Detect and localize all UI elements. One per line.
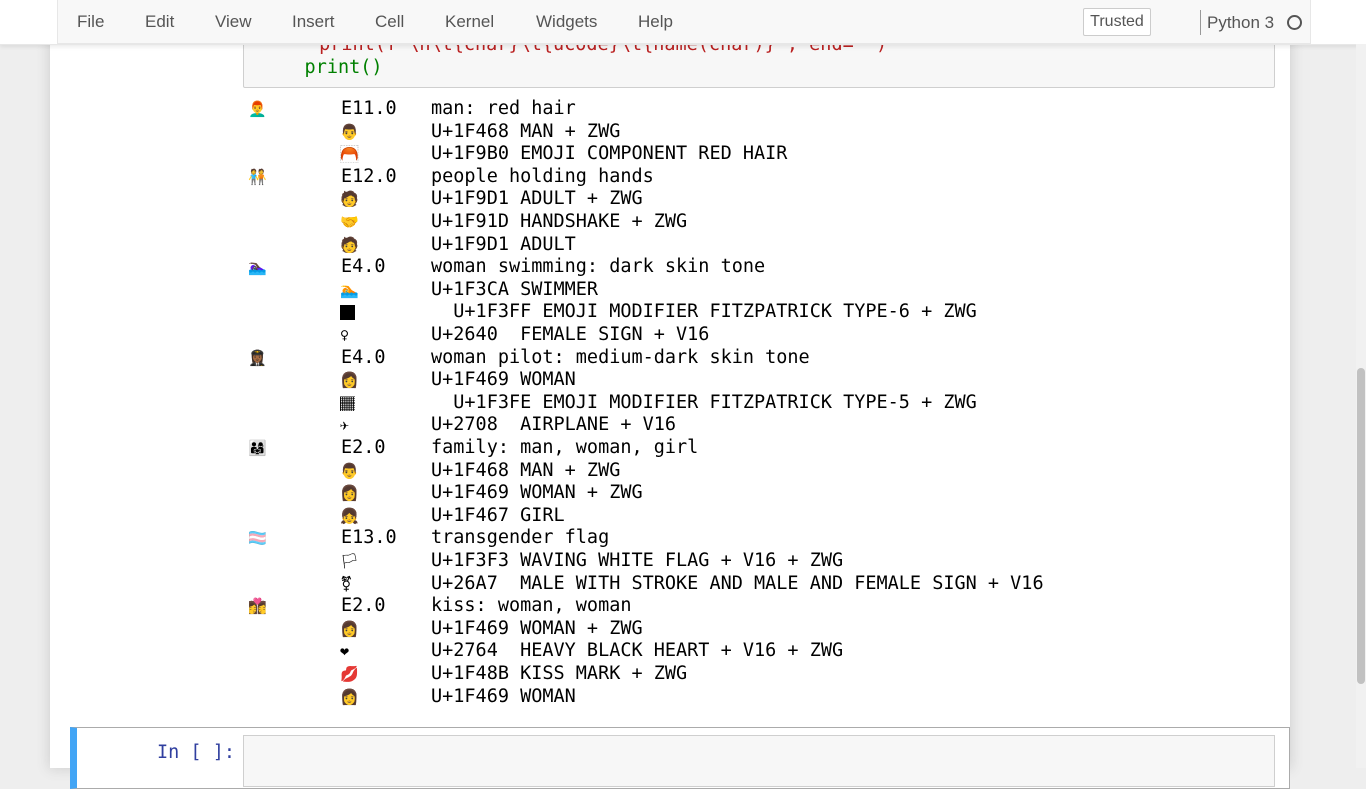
menu-item[interactable]: Widgets (536, 12, 598, 31)
component-text: U+2640 FEMALE SIGN + V16 (431, 324, 710, 345)
component-char: 🏊 (340, 280, 359, 299)
menu-item[interactable]: Kernel (445, 12, 495, 31)
component-char: 👩 (340, 371, 359, 390)
component-char: ✈ (340, 416, 350, 435)
component-text: U+1F469 WOMAN + ZWG (431, 482, 643, 504)
kernel-name[interactable]: Python 3 (1207, 13, 1275, 32)
menu-item[interactable]: Help (638, 12, 673, 31)
component-text: U+1F3FF EMOJI MODIFIER FITZPATRICK TYPE-… (431, 301, 977, 323)
component-char: 👩 (340, 619, 359, 638)
component-text: U+1F48B KISS MARK + ZWG (431, 663, 688, 684)
emoji-name: woman swimming: dark skin tone (431, 256, 766, 278)
trusted-indicator[interactable]: Trusted (1083, 8, 1151, 36)
emoji: 👩🏾‍✈️ (248, 348, 267, 367)
component-text: U+1F469 WOMAN + ZWG (431, 617, 643, 639)
emoji-version: E2.0 (341, 595, 386, 617)
component-char: ♀ (340, 326, 350, 344)
menu-item[interactable]: View (215, 12, 252, 31)
emoji-name: man: red hair (431, 98, 576, 119)
emoji-version: E4.0 (341, 256, 386, 278)
component-char: 🏳 (340, 552, 360, 570)
emoji-name: kiss: woman, woman (431, 595, 632, 617)
emoji: 👨‍👩‍👧 (248, 439, 267, 457)
component-text: U+1F3FE EMOJI MODIFIER FITZPATRICK TYPE-… (431, 391, 977, 413)
component-char: 🏾 (340, 393, 356, 412)
component-char: 🏿 (340, 303, 356, 322)
component-char: ⚧ (340, 574, 353, 593)
code-line: print() (260, 57, 383, 78)
emoji-name: family: man, woman, girl (431, 437, 699, 458)
emoji-version: E2.0 (341, 437, 386, 458)
component-char: 👩 (340, 687, 359, 706)
component-char: 👧 (340, 506, 359, 525)
menu-item[interactable]: File (77, 12, 105, 31)
emoji-name: woman pilot: medium-dark skin tone (431, 346, 810, 368)
component-text: U+1F91D HANDSHAKE + ZWG (431, 211, 688, 232)
component-char: 🧑 (340, 235, 359, 254)
menu-item[interactable]: Edit (145, 12, 175, 31)
new-cell-input[interactable] (243, 735, 1275, 787)
separator (1200, 10, 1201, 35)
component-char: 👨 (340, 461, 359, 480)
component-char: 🦰 (340, 145, 359, 164)
notebook (50, 0, 1290, 768)
menu-item[interactable]: Insert (292, 12, 335, 31)
component-char: 💋 (340, 665, 359, 683)
emoji: 👩‍❤️‍💋‍👩 (248, 597, 267, 616)
component-text: U+1F469 WOMAN (431, 369, 576, 391)
component-text: U+1F468 MAN + ZWG (431, 120, 621, 142)
component-text: U+1F9D1 ADULT (431, 233, 576, 255)
component-text: U+1F468 MAN + ZWG (431, 459, 621, 481)
menu-item[interactable]: Cell (375, 12, 405, 31)
emoji-name: people holding hands (431, 165, 654, 187)
component-text: U+1F9D1 ADULT + ZWG (431, 188, 643, 210)
emoji: 🏳️‍⚧️ (248, 529, 267, 548)
component-text: U+1F3F3 WAVING WHITE FLAG + V16 + ZWG (431, 550, 844, 571)
input-prompt: In [ ]: (157, 742, 235, 763)
component-text: U+2708 AIRPLANE + V16 (431, 414, 677, 436)
component-text: U+2764 HEAVY BLACK HEART + V16 + ZWG (431, 640, 844, 662)
component-text: U+1F469 WOMAN (431, 685, 576, 707)
emoji-version: E11.0 (341, 98, 397, 119)
emoji-version: E4.0 (341, 346, 386, 368)
emoji: 🏊🏿‍♀️ (248, 258, 267, 277)
kernel-status (1287, 15, 1302, 30)
component-char: 👨 (340, 122, 359, 141)
component-text: U+1F3CA SWIMMER (431, 278, 599, 300)
emoji-version: E12.0 (341, 165, 397, 187)
component-char: 🤝 (340, 213, 359, 231)
component-text: U+1F9B0 EMOJI COMPONENT RED HAIR (431, 143, 788, 165)
emoji-name: transgender flag (431, 527, 610, 549)
component-text: U+1F467 GIRL (431, 504, 565, 526)
scrollbar-thumb[interactable] (1357, 368, 1365, 684)
component-char: ❤ (340, 642, 350, 661)
component-char: 🧑 (340, 190, 359, 209)
emoji: 👨‍🦰 (248, 100, 267, 118)
component-text: U+26A7 MALE WITH STROKE AND MALE AND FEM… (431, 572, 1044, 594)
emoji: 🧑‍🤝‍🧑 (248, 167, 267, 186)
component-char: 👩 (340, 484, 359, 503)
emoji-version: E13.0 (341, 527, 397, 549)
